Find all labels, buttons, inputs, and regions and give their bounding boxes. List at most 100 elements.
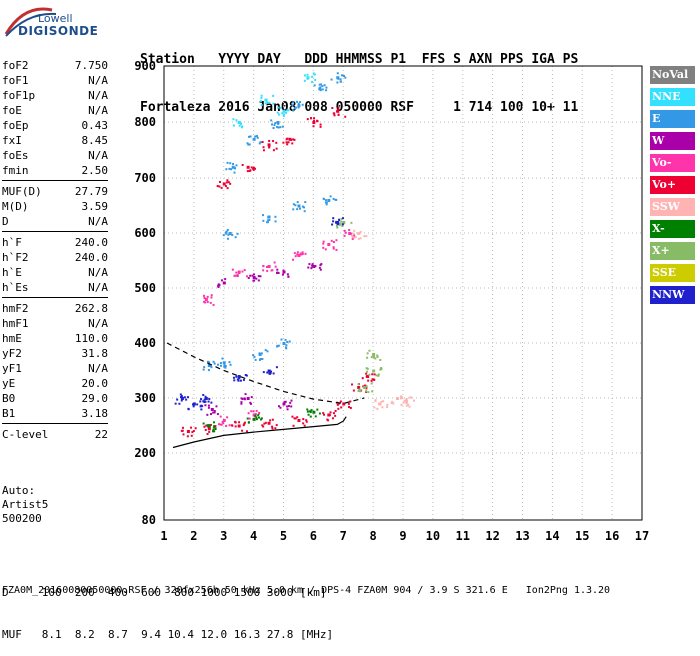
- data-point: [359, 230, 362, 233]
- data-point: [379, 403, 382, 406]
- data-point: [222, 361, 226, 365]
- data-point: [262, 219, 265, 222]
- data-point: [254, 358, 257, 361]
- param-separator: [2, 180, 108, 181]
- data-point: [228, 167, 231, 170]
- data-point: [370, 355, 373, 358]
- data-point: [386, 405, 389, 408]
- data-point: [224, 185, 227, 188]
- data-point: [297, 419, 301, 422]
- data-point: [256, 136, 259, 139]
- data-point: [203, 398, 206, 401]
- param-label: fmin: [2, 164, 29, 177]
- data-point: [180, 399, 183, 402]
- data-point: [252, 354, 255, 357]
- data-point: [279, 406, 282, 409]
- data-point: [264, 99, 267, 102]
- data-point: [318, 83, 321, 86]
- data-point: [231, 424, 234, 427]
- data-point: [352, 389, 355, 392]
- data-point: [254, 135, 257, 138]
- data-point: [276, 345, 279, 348]
- data-point: [367, 391, 370, 394]
- data-point: [239, 122, 242, 125]
- legend-item: Vo-: [650, 154, 695, 172]
- data-point: [216, 413, 219, 416]
- data-point: [272, 94, 275, 97]
- data-point: [212, 303, 215, 306]
- data-point: [236, 274, 239, 277]
- data-point: [339, 78, 342, 81]
- data-point: [206, 424, 209, 427]
- x-tick-label: 1: [160, 529, 167, 543]
- data-point: [190, 434, 193, 437]
- data-point: [246, 142, 249, 145]
- param-label: foF2: [2, 59, 29, 72]
- data-point: [382, 400, 385, 403]
- data-point: [276, 111, 279, 114]
- data-point: [332, 246, 335, 249]
- x-tick-label: 16: [605, 529, 619, 543]
- data-point: [276, 121, 280, 124]
- x-tick-label: 4: [250, 529, 257, 543]
- data-point: [301, 205, 304, 208]
- data-point: [314, 415, 317, 418]
- data-point: [266, 350, 269, 353]
- data-point: [320, 263, 323, 266]
- data-point: [290, 405, 293, 408]
- data-point: [325, 89, 328, 92]
- param-separator: [2, 231, 108, 232]
- data-point: [323, 84, 326, 87]
- data-point: [322, 242, 325, 245]
- data-point: [338, 218, 341, 221]
- data-point: [286, 109, 289, 112]
- data-point: [335, 198, 338, 201]
- data-point: [244, 374, 247, 377]
- data-point: [336, 72, 339, 75]
- data-point: [257, 414, 260, 417]
- data-point: [264, 349, 267, 352]
- data-point: [275, 147, 278, 150]
- data-point: [334, 414, 337, 417]
- data-point: [212, 430, 215, 433]
- data-point: [297, 204, 301, 208]
- data-point: [276, 268, 279, 271]
- data-point: [336, 81, 339, 84]
- param-label: C-level: [2, 428, 49, 441]
- data-point: [273, 261, 276, 264]
- data-point: [257, 279, 260, 282]
- data-point: [316, 408, 319, 411]
- data-point: [380, 400, 383, 403]
- data-point: [306, 118, 309, 121]
- data-point: [302, 418, 305, 421]
- data-point: [342, 402, 346, 406]
- param-row: foEp 0.43: [2, 118, 108, 133]
- data-point: [235, 119, 238, 122]
- data-point: [231, 165, 235, 169]
- data-point: [392, 402, 395, 405]
- param-label: B0: [2, 392, 16, 405]
- data-point: [239, 379, 242, 382]
- data-point: [213, 425, 216, 428]
- data-point: [319, 123, 322, 126]
- data-point: [342, 217, 345, 220]
- data-point: [312, 125, 315, 128]
- data-point: [282, 269, 285, 272]
- data-point: [262, 149, 265, 152]
- data-point: [231, 268, 234, 271]
- data-point: [299, 101, 302, 104]
- legend-item: NNE: [650, 88, 695, 106]
- data-point: [343, 229, 346, 232]
- data-point: [371, 373, 374, 376]
- data-point: [204, 397, 208, 400]
- data-point: [240, 402, 243, 405]
- data-point: [370, 379, 373, 382]
- data-point: [262, 269, 265, 272]
- data-point: [271, 123, 274, 126]
- data-point: [252, 279, 255, 282]
- data-point: [258, 412, 261, 415]
- data-point: [212, 411, 215, 414]
- data-point: [246, 417, 249, 420]
- data-point: [287, 109, 290, 112]
- data-point: [311, 264, 314, 267]
